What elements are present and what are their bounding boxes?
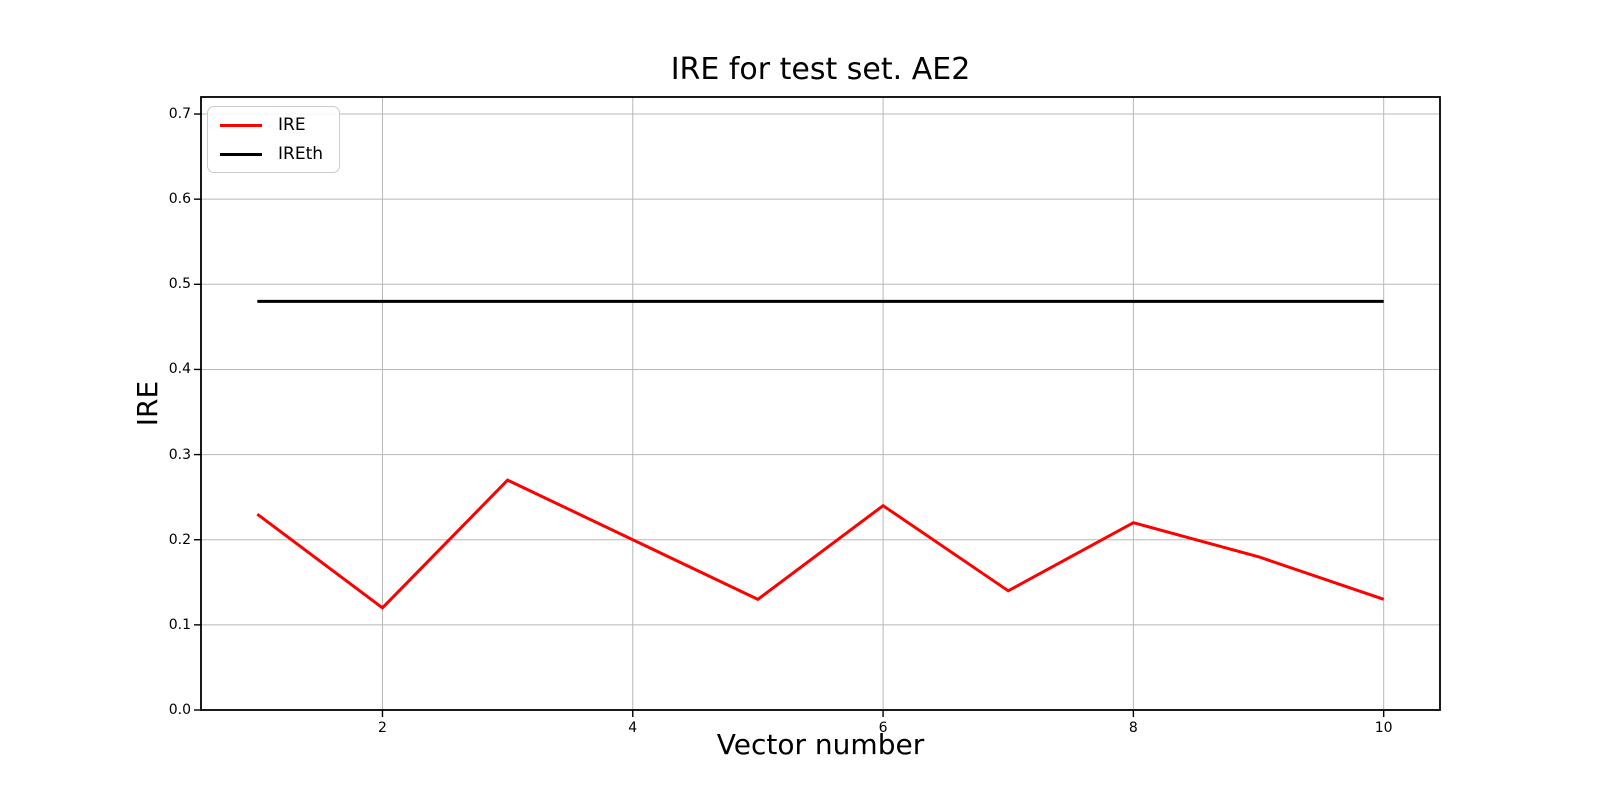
y-tick-label: 0.4 [168, 361, 191, 378]
y-tick-label: 0.2 [168, 531, 191, 548]
axes-spines [200, 96, 1441, 711]
x-tick-label: 10 [1374, 720, 1393, 736]
x-tick-label: 6 [878, 720, 888, 736]
y-tick-label: 0.1 [168, 616, 191, 633]
y-tick-label: 0.5 [168, 276, 191, 293]
series-line-ire [256, 478, 1385, 610]
y-tick-label: 0.3 [168, 446, 191, 463]
legend-label-ireth: IREth [278, 143, 324, 164]
y-tick-label: 0.6 [168, 191, 191, 208]
ireth-line-swatch [220, 152, 262, 156]
ire-line-swatch [220, 123, 262, 127]
legend-entry-ire: IRE [220, 116, 323, 135]
y-tick-label: 0.7 [168, 106, 191, 123]
x-tick-label: 2 [378, 720, 387, 736]
x-tick-label: 8 [1128, 720, 1138, 736]
chart-title: IRE for test set. AE2 [670, 52, 971, 87]
legend: IRE IREth [207, 106, 341, 174]
x-axis-label: Vector number [716, 728, 925, 761]
legend-entry-ireth: IREth [220, 143, 324, 164]
y-axis-label: IRE [131, 380, 165, 426]
legend-label-ire: IRE [278, 115, 306, 135]
y-tick-label: 0.0 [168, 702, 191, 718]
x-tick-label: 4 [628, 720, 638, 736]
